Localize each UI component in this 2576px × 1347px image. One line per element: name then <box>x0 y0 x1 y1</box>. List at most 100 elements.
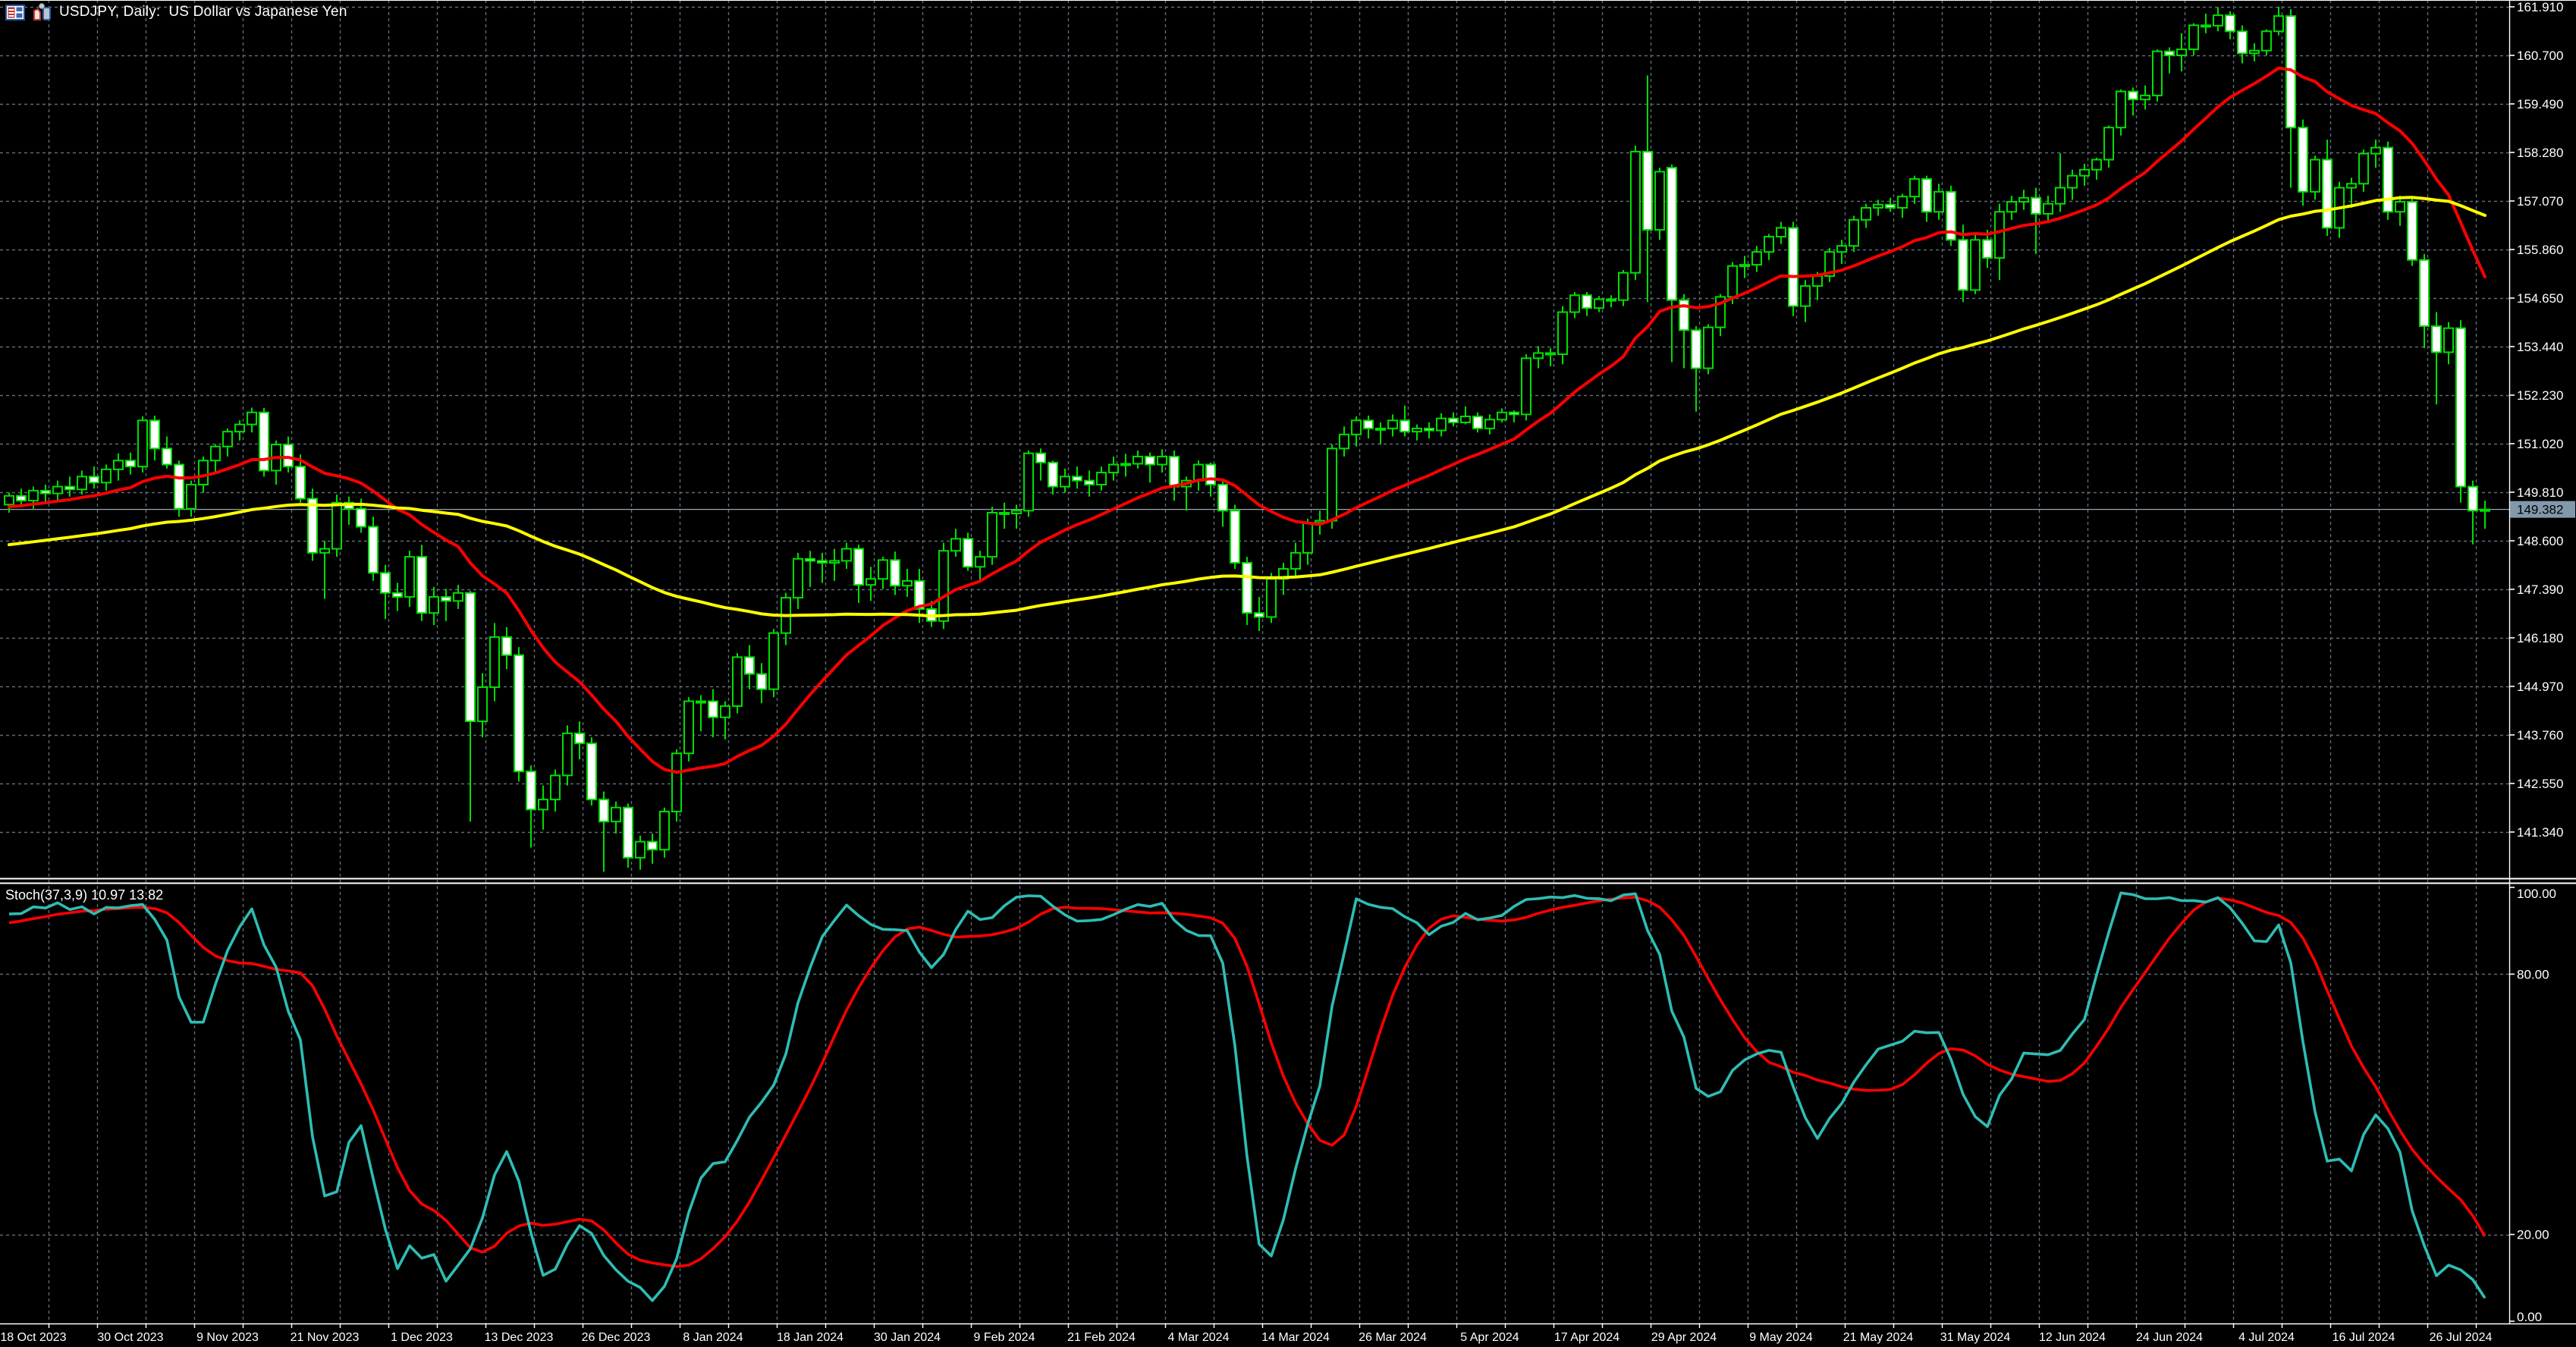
candle-body <box>477 686 488 723</box>
candle-body <box>2237 30 2248 55</box>
candle-body <box>598 799 609 823</box>
candle-body <box>1897 196 1908 209</box>
candle-body <box>1824 251 1835 277</box>
ma-slow-line <box>8 196 2486 618</box>
price-tick-label: 142.550 <box>2517 777 2563 791</box>
candle-body <box>1788 227 1798 307</box>
candle-body <box>1048 461 1058 488</box>
candle-body <box>77 476 87 491</box>
candle-body <box>2164 50 2175 56</box>
candle-body <box>162 447 172 466</box>
candle-body <box>368 526 379 574</box>
candle-body <box>1873 203 1883 209</box>
price-tick-label: 152.230 <box>2517 388 2563 403</box>
candle-body <box>1424 427 1434 432</box>
candle-body <box>1460 416 1471 423</box>
candle-body <box>356 507 366 528</box>
candle-body <box>574 732 585 745</box>
candle-body <box>817 560 828 564</box>
date-label: 4 Jul 2024 <box>2238 1331 2295 1344</box>
market-watch-line2 <box>8 11 14 14</box>
candle-body <box>1169 455 1180 488</box>
candle-body <box>1217 483 1228 512</box>
candle-body <box>40 489 51 495</box>
candle-body <box>1970 239 1981 291</box>
candle-body <box>1861 206 1871 221</box>
candle-body <box>1096 472 1107 485</box>
current-price-badge <box>2510 501 2575 518</box>
candle-body <box>671 752 682 813</box>
price-tick-label: 159.490 <box>2517 97 2563 111</box>
candle-body <box>586 743 597 801</box>
candle-body <box>149 419 160 450</box>
candle-body <box>2225 14 2235 33</box>
candle-body <box>999 511 1010 515</box>
candle-body <box>841 548 852 562</box>
candle-body <box>1205 463 1216 485</box>
date-label: 9 Feb 2024 <box>974 1331 1035 1344</box>
candle-body <box>441 596 451 602</box>
candle-body <box>1994 211 2005 259</box>
date-label: 12 Jun 2024 <box>2039 1331 2106 1344</box>
stochastic-label: Stoch(37,3,9) 10.97 13.82 <box>5 887 164 903</box>
date-label: 16 Jul 2024 <box>2333 1331 2395 1344</box>
candle-body <box>611 806 621 823</box>
candle-body <box>4 495 14 506</box>
candle-body <box>2322 159 2333 229</box>
candle-body <box>210 445 221 462</box>
candle-body <box>1060 476 1070 488</box>
candle-body <box>562 732 573 777</box>
candle-body <box>865 578 876 586</box>
date-label: 5 Apr 2024 <box>1460 1331 1519 1344</box>
candle-body <box>1849 218 1859 247</box>
candle-body <box>1327 447 1337 522</box>
candle-body <box>101 468 112 484</box>
grid-layer <box>0 0 2509 1323</box>
candle-body <box>1363 419 1374 429</box>
date-label: 17 Apr 2024 <box>1554 1331 1619 1344</box>
candle-body <box>1035 452 1046 463</box>
candle-body <box>2176 49 2187 56</box>
candle-body <box>2480 508 2490 512</box>
candle-body <box>89 476 99 484</box>
candle-body <box>1472 416 1483 429</box>
candle-body <box>1739 264 1750 268</box>
date-label: 18 Jan 2024 <box>777 1331 843 1344</box>
price-tick-label: 143.760 <box>2517 728 2563 743</box>
market-watch-icon[interactable] <box>5 4 25 21</box>
time-axis: 18 Oct 2023 30 Oct 2023 9 Nov 2023 21 Nov 2… <box>0 1323 2492 1344</box>
market-watch-line3 <box>8 14 14 17</box>
chart-bars-icon[interactable] <box>32 3 52 21</box>
candle-body <box>234 423 245 433</box>
date-label: 21 Feb 2024 <box>1067 1331 1136 1344</box>
candle-body <box>1751 251 1762 266</box>
candle-body <box>1436 417 1447 432</box>
candle-body <box>174 463 184 510</box>
chart-titlebar: USDJPY, Daily: US Dollar vs Japanese Yen <box>5 3 347 21</box>
date-label: 21 May 2024 <box>1843 1331 1914 1344</box>
candle-body <box>902 579 913 587</box>
candle-body <box>2443 327 2454 353</box>
candle-body <box>1909 177 1920 198</box>
candle-body <box>2455 327 2466 488</box>
candle-body <box>1375 427 1386 431</box>
candle-body <box>2431 325 2442 353</box>
price-tick-label: 153.440 <box>2517 340 2563 354</box>
candle-body <box>283 444 294 468</box>
candle-body <box>987 511 997 558</box>
candle-body <box>64 485 75 491</box>
candle-body <box>2213 14 2223 27</box>
candle-body <box>975 556 985 568</box>
candle-body <box>501 636 512 656</box>
candle-body <box>1764 236 1774 253</box>
candle-body <box>1157 455 1167 466</box>
candle-body <box>1448 417 1459 423</box>
candle-body <box>938 550 949 622</box>
price-tick-label: 160.700 <box>2517 49 2563 63</box>
price-tick-label: 158.280 <box>2517 146 2563 160</box>
candle-body <box>2419 259 2430 328</box>
date-label: 4 Mar 2024 <box>1168 1331 1230 1344</box>
candle-body <box>1193 463 1204 482</box>
candle-body <box>1691 329 1701 369</box>
